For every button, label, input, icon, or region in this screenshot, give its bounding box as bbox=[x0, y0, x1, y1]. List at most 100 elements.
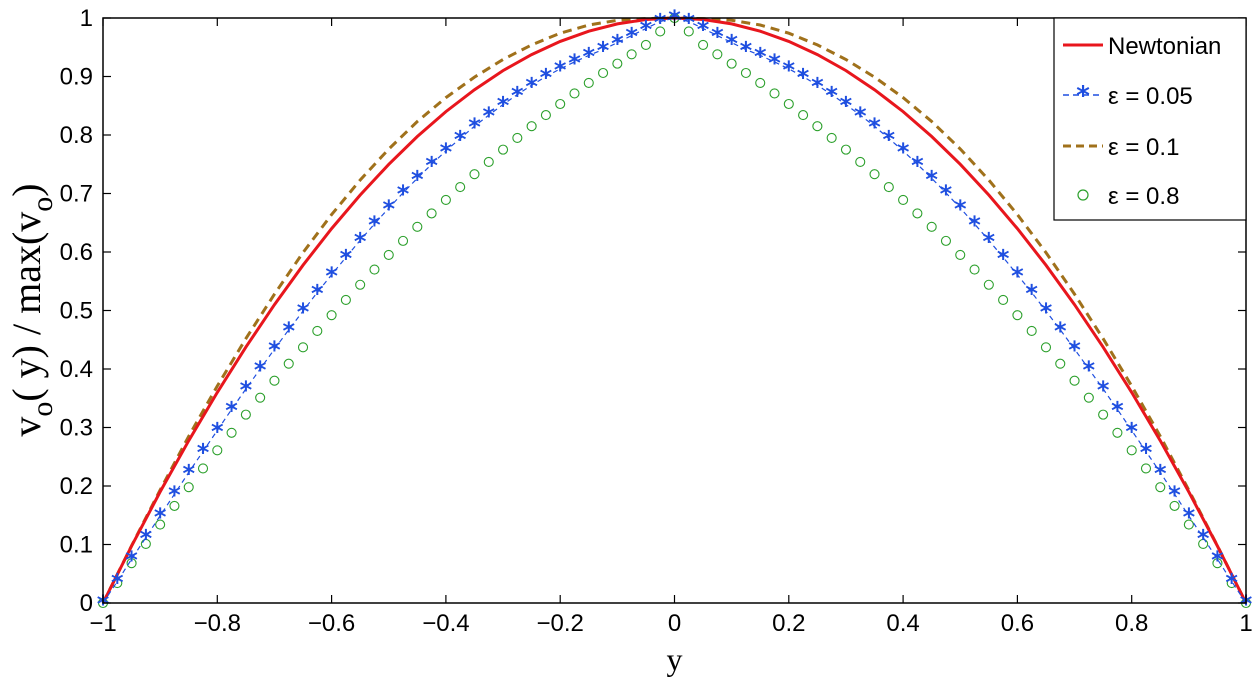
series-point-circle bbox=[1083, 392, 1094, 403]
series-point-circle bbox=[1098, 409, 1109, 420]
series-point-star: * bbox=[640, 16, 653, 44]
series-point-star: * bbox=[225, 396, 238, 424]
series-point-circle bbox=[340, 294, 351, 306]
series-point-star: * bbox=[497, 92, 510, 120]
series-point-star: * bbox=[1183, 503, 1196, 531]
series-point-circle bbox=[583, 77, 594, 88]
series-point-circle bbox=[326, 310, 337, 321]
series-point-circle bbox=[755, 77, 766, 88]
x-tick-label: −0.2 bbox=[537, 610, 584, 637]
series-point-star: * bbox=[597, 37, 610, 65]
series-point-circle bbox=[155, 519, 166, 530]
series-point-circle bbox=[1198, 538, 1209, 549]
series-point-star: * bbox=[611, 30, 624, 58]
x-tick-label: 0 bbox=[668, 610, 681, 637]
series-point-star: * bbox=[1040, 298, 1053, 326]
series-point-circle bbox=[740, 67, 751, 79]
series-point-circle bbox=[612, 58, 623, 69]
series-point-star: * bbox=[683, 9, 696, 37]
series-point-circle bbox=[640, 39, 651, 50]
series-point-star: * bbox=[897, 138, 910, 166]
series-point-star: * bbox=[697, 16, 710, 44]
series-point-circle bbox=[883, 182, 894, 193]
series-point-star: * bbox=[940, 180, 953, 208]
series-point-circle bbox=[955, 249, 966, 260]
series-point-circle bbox=[240, 409, 251, 420]
series-point-star: * bbox=[983, 227, 996, 255]
y-axis: 0 0.1 0.2 0.3 0.4 0.5 0.6 0.7 0.8 0.9 1 bbox=[60, 5, 1246, 617]
series-point-circle bbox=[626, 49, 637, 60]
svg-text:vo( y) / max(vo): vo( y) / max(vo) bbox=[4, 183, 59, 436]
series-point-star: * bbox=[140, 524, 153, 552]
series-point-star: * bbox=[482, 102, 495, 130]
y-tick-label: 0.7 bbox=[60, 181, 93, 208]
series-point-star: * bbox=[1083, 356, 1096, 384]
series-point-circle bbox=[1212, 558, 1223, 569]
series-point-circle bbox=[140, 538, 151, 549]
series-point-circle bbox=[998, 294, 1009, 306]
x-axis: −1 −0.8 −0.6 −0.4 −0.2 0 0.2 0.4 0.6 0.8 1 bbox=[89, 18, 1253, 637]
series-point-star: * bbox=[354, 227, 367, 255]
series-point-circle bbox=[769, 88, 780, 99]
x-tick-label: −0.4 bbox=[422, 610, 469, 637]
series-point-circle bbox=[483, 156, 494, 167]
series-point-star: * bbox=[854, 102, 867, 130]
series-point-circle bbox=[983, 279, 994, 290]
series-point-star: * bbox=[182, 460, 195, 488]
series-point-star: * bbox=[240, 376, 253, 404]
series-point-star: * bbox=[282, 317, 295, 345]
series-point-star: * bbox=[1011, 262, 1024, 290]
series-point-star: * bbox=[840, 92, 853, 120]
series-point-star: * bbox=[211, 417, 224, 445]
series-point-star: * bbox=[525, 72, 538, 100]
series-point-star: * bbox=[340, 244, 353, 272]
series-point-star: * bbox=[554, 56, 567, 84]
series-point-star: * bbox=[768, 49, 781, 77]
series-point-star: * bbox=[254, 356, 267, 384]
series-point-circle bbox=[283, 358, 294, 369]
series-point-star: * bbox=[425, 151, 438, 179]
series-point-star: * bbox=[397, 180, 410, 208]
series-3 bbox=[97, 12, 1252, 609]
series-point-star: * bbox=[883, 126, 896, 154]
series-point-star: * bbox=[468, 113, 481, 141]
series-point-star: * bbox=[582, 42, 595, 70]
series-point-star: * bbox=[1240, 590, 1253, 618]
series-point-star: * bbox=[797, 64, 810, 92]
series-point-circle bbox=[197, 463, 209, 474]
series-point-star: * bbox=[168, 481, 181, 509]
series-1: ************************ * * * * * * * * * * * * * * * *… bbox=[97, 5, 1253, 618]
series-point-star: * bbox=[811, 72, 824, 100]
series-point-star: * bbox=[654, 9, 667, 37]
series-point-circle bbox=[783, 98, 794, 110]
series-point-star: * bbox=[97, 590, 110, 618]
y-tick-label: 0.8 bbox=[60, 122, 93, 149]
y-axis-title-close: ) bbox=[4, 183, 49, 196]
series-point-circle bbox=[1012, 310, 1023, 321]
series-point-circle bbox=[1169, 500, 1180, 511]
series-point-circle bbox=[269, 375, 280, 386]
series-point-circle bbox=[569, 88, 580, 99]
series-point-circle bbox=[255, 392, 266, 403]
y-tick-label: 0.6 bbox=[60, 239, 93, 266]
series-point-star: * bbox=[197, 438, 210, 466]
series-point-circle bbox=[1183, 519, 1194, 530]
series-point-star: * bbox=[725, 30, 738, 58]
series-point-circle bbox=[397, 235, 409, 246]
x-tick-label: −0.8 bbox=[194, 610, 241, 637]
series-point-star: * bbox=[1111, 396, 1124, 424]
x-tick-label: 0.4 bbox=[886, 610, 919, 637]
series-point-circle bbox=[898, 194, 909, 205]
series-point-star: * bbox=[111, 568, 124, 596]
x-axis-title: y bbox=[667, 641, 683, 677]
y-tick-label: 0.2 bbox=[60, 473, 93, 500]
series-point-circle bbox=[683, 26, 694, 37]
y-axis-title: vo( y) / max(vo) bbox=[4, 183, 59, 436]
series-point-star: * bbox=[325, 262, 338, 290]
series-point-circle bbox=[840, 144, 852, 155]
series-point-circle bbox=[297, 342, 309, 353]
series-point-star: * bbox=[1097, 376, 1110, 404]
series-point-circle bbox=[512, 132, 523, 143]
series-point-circle bbox=[426, 208, 437, 219]
